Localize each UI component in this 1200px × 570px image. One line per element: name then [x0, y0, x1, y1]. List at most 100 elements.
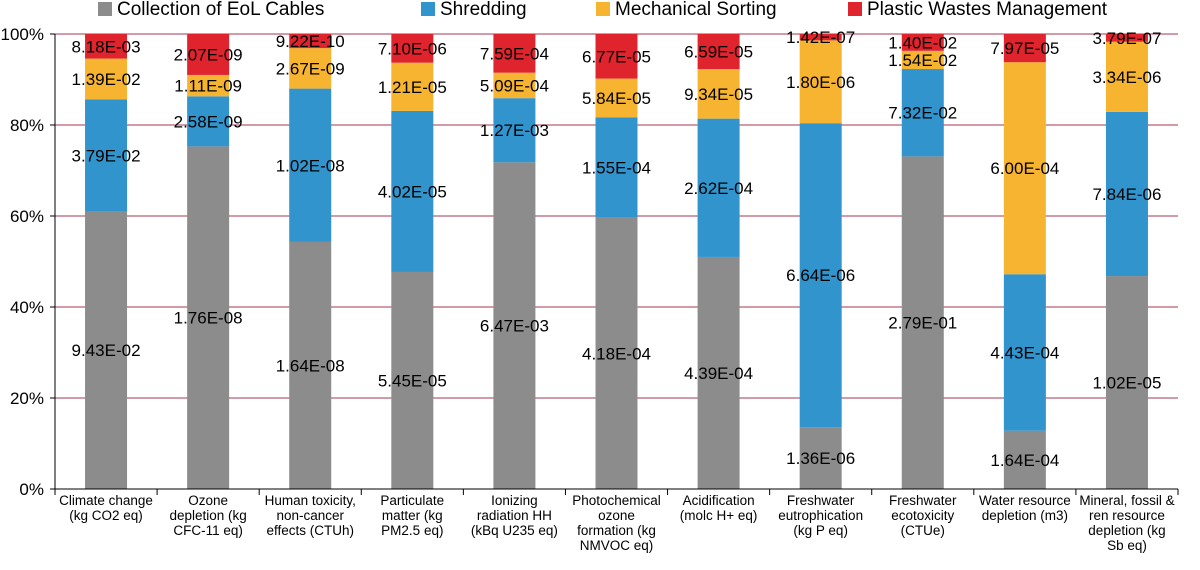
y-tick-label: 60%	[10, 207, 44, 226]
data-label: 5.84E-05	[582, 89, 651, 108]
data-label: 9.43E-02	[72, 341, 141, 360]
x-tick-label: eutrophication	[778, 508, 863, 523]
x-tick-label: Acidification	[683, 493, 755, 508]
bar-segment	[1003, 34, 1046, 63]
axes: 0% 20% 40% 60% 80% 100% Climate change(kg CO2 …	[1, 25, 1179, 553]
legend-label: Shredding	[440, 0, 527, 20]
data-label: 7.32E-02	[888, 104, 957, 123]
x-tick-label: Ozone	[188, 493, 228, 508]
chart-legend: Collection of EoL Cables Shredding Mechani…	[98, 0, 1108, 20]
data-label: 2.58E-09	[174, 112, 243, 131]
bar-segment	[493, 34, 536, 73]
x-tick-label: NMVOC eq)	[580, 538, 654, 553]
bar-segment	[187, 146, 230, 489]
data-label: 1.21E-05	[378, 78, 447, 97]
data-labels: 9.43E-02 3.79E-02 1.39E-02 8.18E-03 1.76E-08…	[72, 28, 1162, 470]
bar-segment	[391, 110, 434, 272]
x-tick-label: non-cancer	[276, 508, 344, 523]
data-label: 6.00E-04	[990, 159, 1059, 178]
bar-segment	[1003, 430, 1046, 489]
bar-segment	[391, 62, 434, 111]
legend-swatch-icon	[596, 2, 610, 16]
x-tick-label: Climate change	[59, 493, 153, 508]
data-label: 1.36E-06	[786, 449, 855, 468]
legend-item: Collection of EoL Cables	[98, 0, 324, 20]
bar-segment	[697, 34, 740, 70]
bar-segment	[187, 96, 230, 147]
bar-segment	[1003, 62, 1046, 275]
bar-segment	[85, 99, 128, 211]
bar-segment	[85, 210, 128, 489]
bar-segment	[595, 78, 638, 118]
x-tick-label: ozone	[598, 508, 635, 523]
bars	[85, 34, 1148, 489]
bar-segment	[595, 117, 638, 218]
x-tick-label: matter (kg	[382, 508, 443, 523]
y-tick-label: 20%	[10, 389, 44, 408]
bar-segment	[1003, 274, 1046, 431]
bar-segment	[289, 88, 332, 242]
y-tick-label: 80%	[10, 116, 44, 135]
bar-segment	[799, 123, 842, 428]
bar-segment	[1105, 41, 1148, 112]
x-tick-label: effects (CTUh)	[266, 523, 354, 538]
data-label: 5.45E-05	[378, 371, 447, 390]
x-tick-label: (kg CO2 eq)	[69, 508, 143, 523]
bar-segment	[1105, 34, 1148, 42]
y-tick-label: 40%	[10, 298, 44, 317]
data-label: 7.84E-06	[1092, 185, 1161, 204]
data-label: 5.09E-04	[480, 76, 549, 95]
data-label: 3.79E-07	[1092, 29, 1161, 48]
data-label: 4.02E-05	[378, 182, 447, 201]
legend-swatch-icon	[98, 2, 112, 16]
bar-segment	[289, 241, 332, 489]
bar-segment	[187, 74, 230, 97]
bar-segment	[901, 50, 944, 70]
data-label: 7.59E-04	[480, 44, 549, 63]
y-tick-label: 100%	[1, 25, 44, 44]
x-tick-label: (CTUe)	[901, 523, 945, 538]
bar-segment	[391, 271, 434, 489]
bar-segment	[595, 34, 638, 79]
data-label: 7.10E-06	[378, 39, 447, 58]
x-tick-label: (kBq U235 eq)	[471, 523, 558, 538]
data-label: 1.55E-04	[582, 159, 651, 178]
bar-segment	[799, 34, 842, 41]
x-tick-label: Water resource	[979, 493, 1071, 508]
bar-segment	[187, 34, 230, 75]
x-tick-label: ren resource	[1089, 508, 1165, 523]
data-label: 1.54E-02	[888, 51, 957, 70]
legend-label: Mechanical Sorting	[615, 0, 777, 20]
bar-segment	[85, 34, 128, 59]
x-tick-label: (kg P eq)	[793, 523, 848, 538]
legend-swatch-icon	[421, 2, 435, 16]
data-label: 1.80E-06	[786, 73, 855, 92]
data-label: 1.76E-08	[174, 309, 243, 328]
data-label: 7.97E-05	[990, 39, 1059, 58]
x-tick-label: Freshwater	[889, 493, 957, 508]
bar-segment	[595, 217, 638, 489]
bar-segment	[901, 156, 944, 489]
bar-segment	[493, 98, 536, 163]
bar-segment	[85, 58, 128, 100]
data-label: 1.40E-02	[888, 33, 957, 52]
x-tick-label: Particulate	[380, 493, 444, 508]
data-label: 8.18E-03	[72, 37, 141, 56]
bar-segment	[493, 72, 536, 99]
x-tick-label: Human toxicity,	[265, 493, 356, 508]
bar-segment	[901, 69, 944, 157]
x-tick-label: ecotoxicity	[891, 508, 954, 523]
data-label: 3.34E-06	[1092, 68, 1161, 87]
data-label: 1.64E-04	[990, 451, 1059, 470]
x-tick-label: depletion (kg	[1088, 523, 1165, 538]
bar-segment	[1105, 276, 1148, 489]
legend-item: Mechanical Sorting	[596, 0, 777, 20]
x-tick-label: Ionizing	[491, 493, 538, 508]
data-label: 1.39E-02	[72, 70, 141, 89]
data-label: 1.11E-09	[174, 77, 242, 96]
data-label: 9.22E-10	[276, 32, 345, 51]
data-label: 1.64E-08	[276, 356, 345, 375]
bar-segment	[901, 34, 944, 51]
